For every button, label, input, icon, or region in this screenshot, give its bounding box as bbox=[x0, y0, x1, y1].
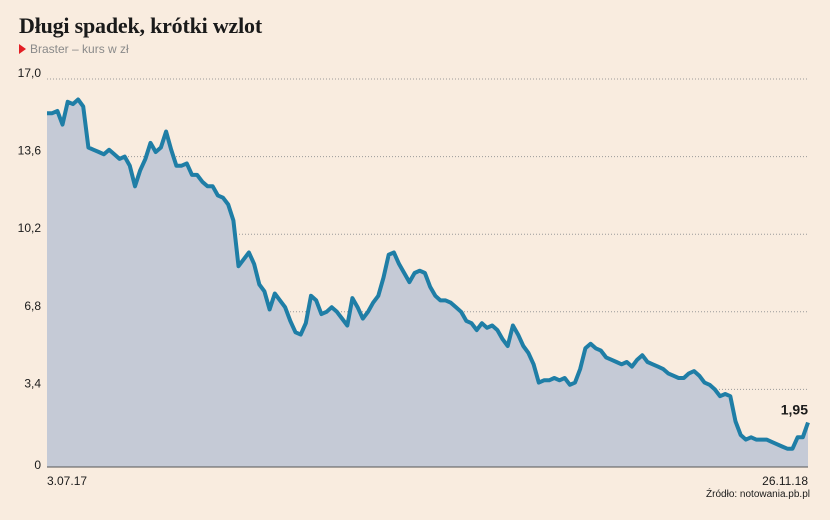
subtitle-text: Braster – kurs w zł bbox=[30, 42, 129, 56]
y-tick-label: 3,4 bbox=[24, 376, 41, 390]
x-tick-label: 3.07.17 bbox=[47, 474, 87, 488]
x-axis-labels: 3.07.17 26.11.18 bbox=[47, 474, 808, 488]
x-tick-label: 26.11.18 bbox=[762, 474, 808, 488]
chart-title: Długi spadek, krótki wzlot bbox=[19, 13, 262, 38]
source-note: Źródło: notowania.pb.pl bbox=[706, 489, 810, 500]
last-value-label: 1,95 bbox=[781, 401, 808, 417]
y-tick-label: 17,0 bbox=[18, 66, 42, 80]
y-tick-label: 13,6 bbox=[18, 144, 42, 158]
y-axis-labels: 0 3,4 6,8 10,2 13,6 17,0 bbox=[18, 66, 42, 472]
y-tick-label: 10,2 bbox=[18, 221, 42, 235]
chart-subtitle: Braster – kurs w zł bbox=[19, 42, 129, 56]
red-triangle-icon bbox=[19, 44, 26, 54]
y-tick-label: 6,8 bbox=[24, 299, 41, 313]
y-tick-label: 0 bbox=[34, 458, 41, 472]
price-line bbox=[47, 97, 810, 451]
